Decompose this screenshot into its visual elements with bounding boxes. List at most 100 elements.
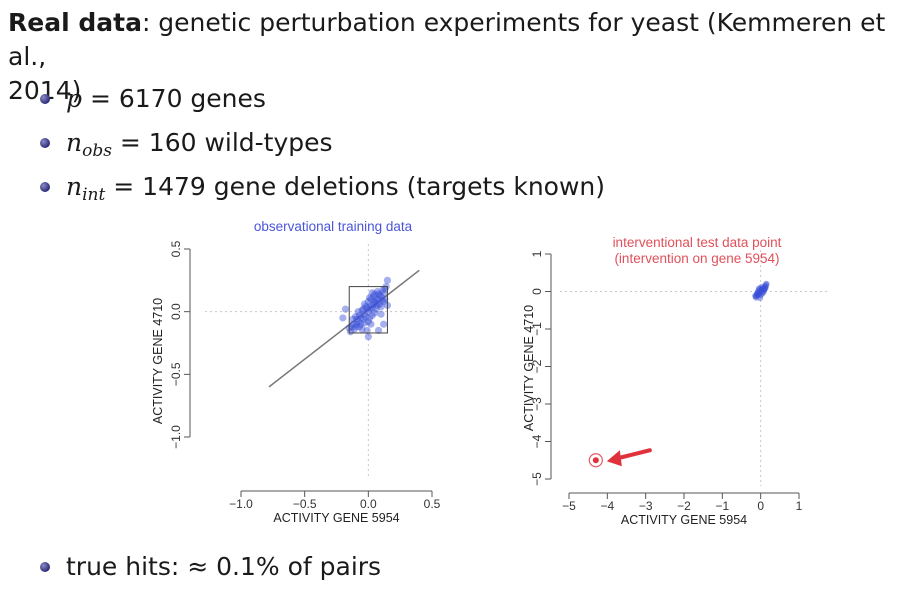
arrow-head-icon	[606, 450, 622, 467]
y-tick-label: −3	[530, 397, 544, 411]
data-point	[374, 326, 383, 335]
bullet-p: p = 6170 genes	[40, 82, 605, 126]
y-tick-label: −0.5	[169, 362, 183, 386]
x-axis-label: ACTIVITY GENE 5954	[621, 513, 747, 527]
y-tick-label: −4	[530, 434, 544, 448]
y-axis-label: ACTIVITY GENE 4710	[151, 298, 165, 424]
y-tick-label: −5	[530, 472, 544, 486]
data-point	[761, 284, 768, 291]
bullet-text: = 160 wild-types	[111, 128, 333, 157]
x-tick-label: −3	[639, 499, 653, 513]
data-point	[373, 288, 381, 296]
observation-box	[348, 286, 388, 334]
y-tick-label: −1.0	[169, 425, 183, 449]
data-point	[752, 292, 759, 300]
data-point	[762, 284, 769, 291]
data-point	[759, 290, 766, 297]
data-point	[357, 320, 365, 328]
x-axis-label: ACTIVITY GENE 5954	[273, 511, 399, 525]
data-point	[378, 286, 386, 294]
data-point	[753, 290, 761, 298]
slide-heading: Real data: genetic perturbation experime…	[8, 6, 908, 108]
data-point	[349, 320, 357, 328]
data-point	[355, 311, 364, 320]
data-point	[363, 326, 371, 335]
data-point	[755, 287, 762, 294]
bullet-text: true hits: ≈ 0.1% of pairs	[66, 552, 382, 581]
data-point	[366, 314, 374, 322]
data-point	[377, 293, 385, 301]
data-point	[339, 314, 347, 322]
data-point	[761, 285, 769, 293]
x-tick-label: 1	[796, 499, 803, 513]
data-point	[368, 311, 376, 320]
data-point	[358, 306, 366, 315]
data-point	[363, 304, 371, 312]
heading-bold: Real data	[8, 8, 142, 37]
data-point	[374, 295, 383, 303]
bullet-true-hits: true hits: ≈ 0.1% of pairs	[40, 550, 381, 584]
data-point	[371, 309, 379, 317]
data-point	[381, 285, 389, 293]
x-tick-label: −2	[677, 499, 691, 513]
bullet-sub: obs	[82, 141, 112, 161]
bullet-var: n	[66, 172, 83, 201]
data-point	[378, 296, 386, 304]
bullet-text: = 1479 gene deletions (targets known)	[105, 172, 605, 201]
data-point	[346, 328, 355, 336]
data-point	[757, 288, 764, 295]
data-point	[372, 305, 380, 313]
highlight-point	[592, 457, 599, 464]
data-point	[376, 300, 384, 308]
bullet-dot-icon	[40, 182, 50, 192]
data-point	[350, 325, 358, 333]
bullet-dot-icon	[40, 138, 50, 148]
data-point	[377, 303, 385, 311]
highlight-ring	[588, 453, 603, 468]
data-point	[758, 287, 765, 294]
x-tick-label: −0.5	[293, 497, 317, 511]
data-point	[352, 313, 360, 321]
x-tick-label: −4	[600, 499, 614, 513]
y-tick-label: 0.0	[169, 303, 183, 320]
data-point	[754, 290, 762, 297]
data-point	[374, 290, 383, 298]
chart-subtitle: (intervention on gene 5954)	[614, 251, 779, 266]
data-point	[759, 285, 767, 292]
data-point	[352, 323, 360, 331]
x-tick-label: 0.5	[424, 497, 441, 511]
data-point	[349, 315, 357, 323]
data-point	[364, 318, 372, 326]
data-point	[362, 303, 370, 311]
heading-rest: : genetic perturbation experiments for y…	[8, 8, 886, 71]
data-point	[377, 310, 385, 318]
data-point	[380, 298, 388, 306]
data-point	[372, 299, 380, 307]
data-point	[366, 305, 374, 313]
data-point	[755, 285, 763, 292]
data-point	[369, 300, 378, 308]
data-point	[369, 293, 378, 301]
data-point	[360, 300, 369, 308]
data-point	[762, 281, 770, 288]
data-point	[355, 323, 364, 331]
data-point	[371, 290, 379, 298]
bullet-sub: int	[82, 185, 106, 205]
data-point	[758, 286, 766, 293]
data-point	[754, 292, 761, 299]
data-point	[759, 285, 766, 293]
data-point	[341, 305, 350, 313]
data-point	[360, 310, 369, 318]
data-point	[359, 315, 367, 323]
data-point	[354, 318, 362, 326]
data-point	[760, 289, 767, 296]
data-point	[752, 294, 760, 301]
data-point	[755, 289, 763, 296]
data-point	[380, 320, 388, 328]
data-point	[357, 314, 365, 322]
bullet-nint: nint = 1479 gene deletions (targets know…	[40, 170, 605, 214]
bullet-text: = 6170 genes	[82, 84, 266, 113]
x-tick-label: −5	[562, 499, 576, 513]
data-point	[381, 295, 389, 303]
